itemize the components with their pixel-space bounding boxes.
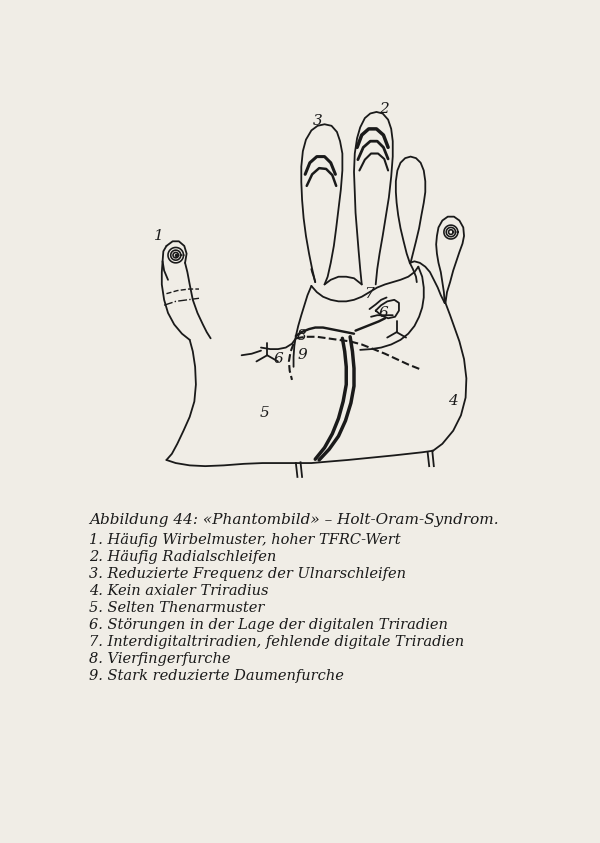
Text: 4. Kein axialer Triradius: 4. Kein axialer Triradius bbox=[89, 584, 268, 598]
Text: 7: 7 bbox=[365, 287, 374, 301]
Text: 5: 5 bbox=[260, 406, 270, 420]
Text: 6: 6 bbox=[274, 352, 284, 366]
Text: 2. Häufig Radialschleifen: 2. Häufig Radialschleifen bbox=[89, 550, 276, 564]
Text: 8. Vierfingerfurche: 8. Vierfingerfurche bbox=[89, 652, 230, 666]
Text: 9: 9 bbox=[297, 348, 307, 362]
Text: 3: 3 bbox=[313, 114, 322, 128]
Text: 1: 1 bbox=[154, 229, 164, 243]
Text: 8: 8 bbox=[296, 329, 306, 343]
Text: 2: 2 bbox=[379, 102, 388, 115]
Text: 1. Häufig Wirbelmuster, hoher TFRC-Wert: 1. Häufig Wirbelmuster, hoher TFRC-Wert bbox=[89, 533, 401, 547]
Text: 3. Reduzierte Frequenz der Ulnarschleifen: 3. Reduzierte Frequenz der Ulnarschleife… bbox=[89, 567, 406, 581]
Text: 6: 6 bbox=[379, 306, 388, 319]
Text: 5. Selten Thenarmuster: 5. Selten Thenarmuster bbox=[89, 601, 265, 615]
Text: Abbildung 44: «Phantombild» – Holt-Oram-Syndrom.: Abbildung 44: «Phantombild» – Holt-Oram-… bbox=[89, 513, 499, 527]
Text: 7. Interdigitaltriradien, fehlende digitale Triradien: 7. Interdigitaltriradien, fehlende digit… bbox=[89, 635, 464, 649]
Text: 6. Störungen in der Lage der digitalen Triradien: 6. Störungen in der Lage der digitalen T… bbox=[89, 618, 448, 632]
Text: 4: 4 bbox=[448, 395, 458, 409]
Text: 9. Stark reduzierte Daumenfurche: 9. Stark reduzierte Daumenfurche bbox=[89, 668, 344, 683]
